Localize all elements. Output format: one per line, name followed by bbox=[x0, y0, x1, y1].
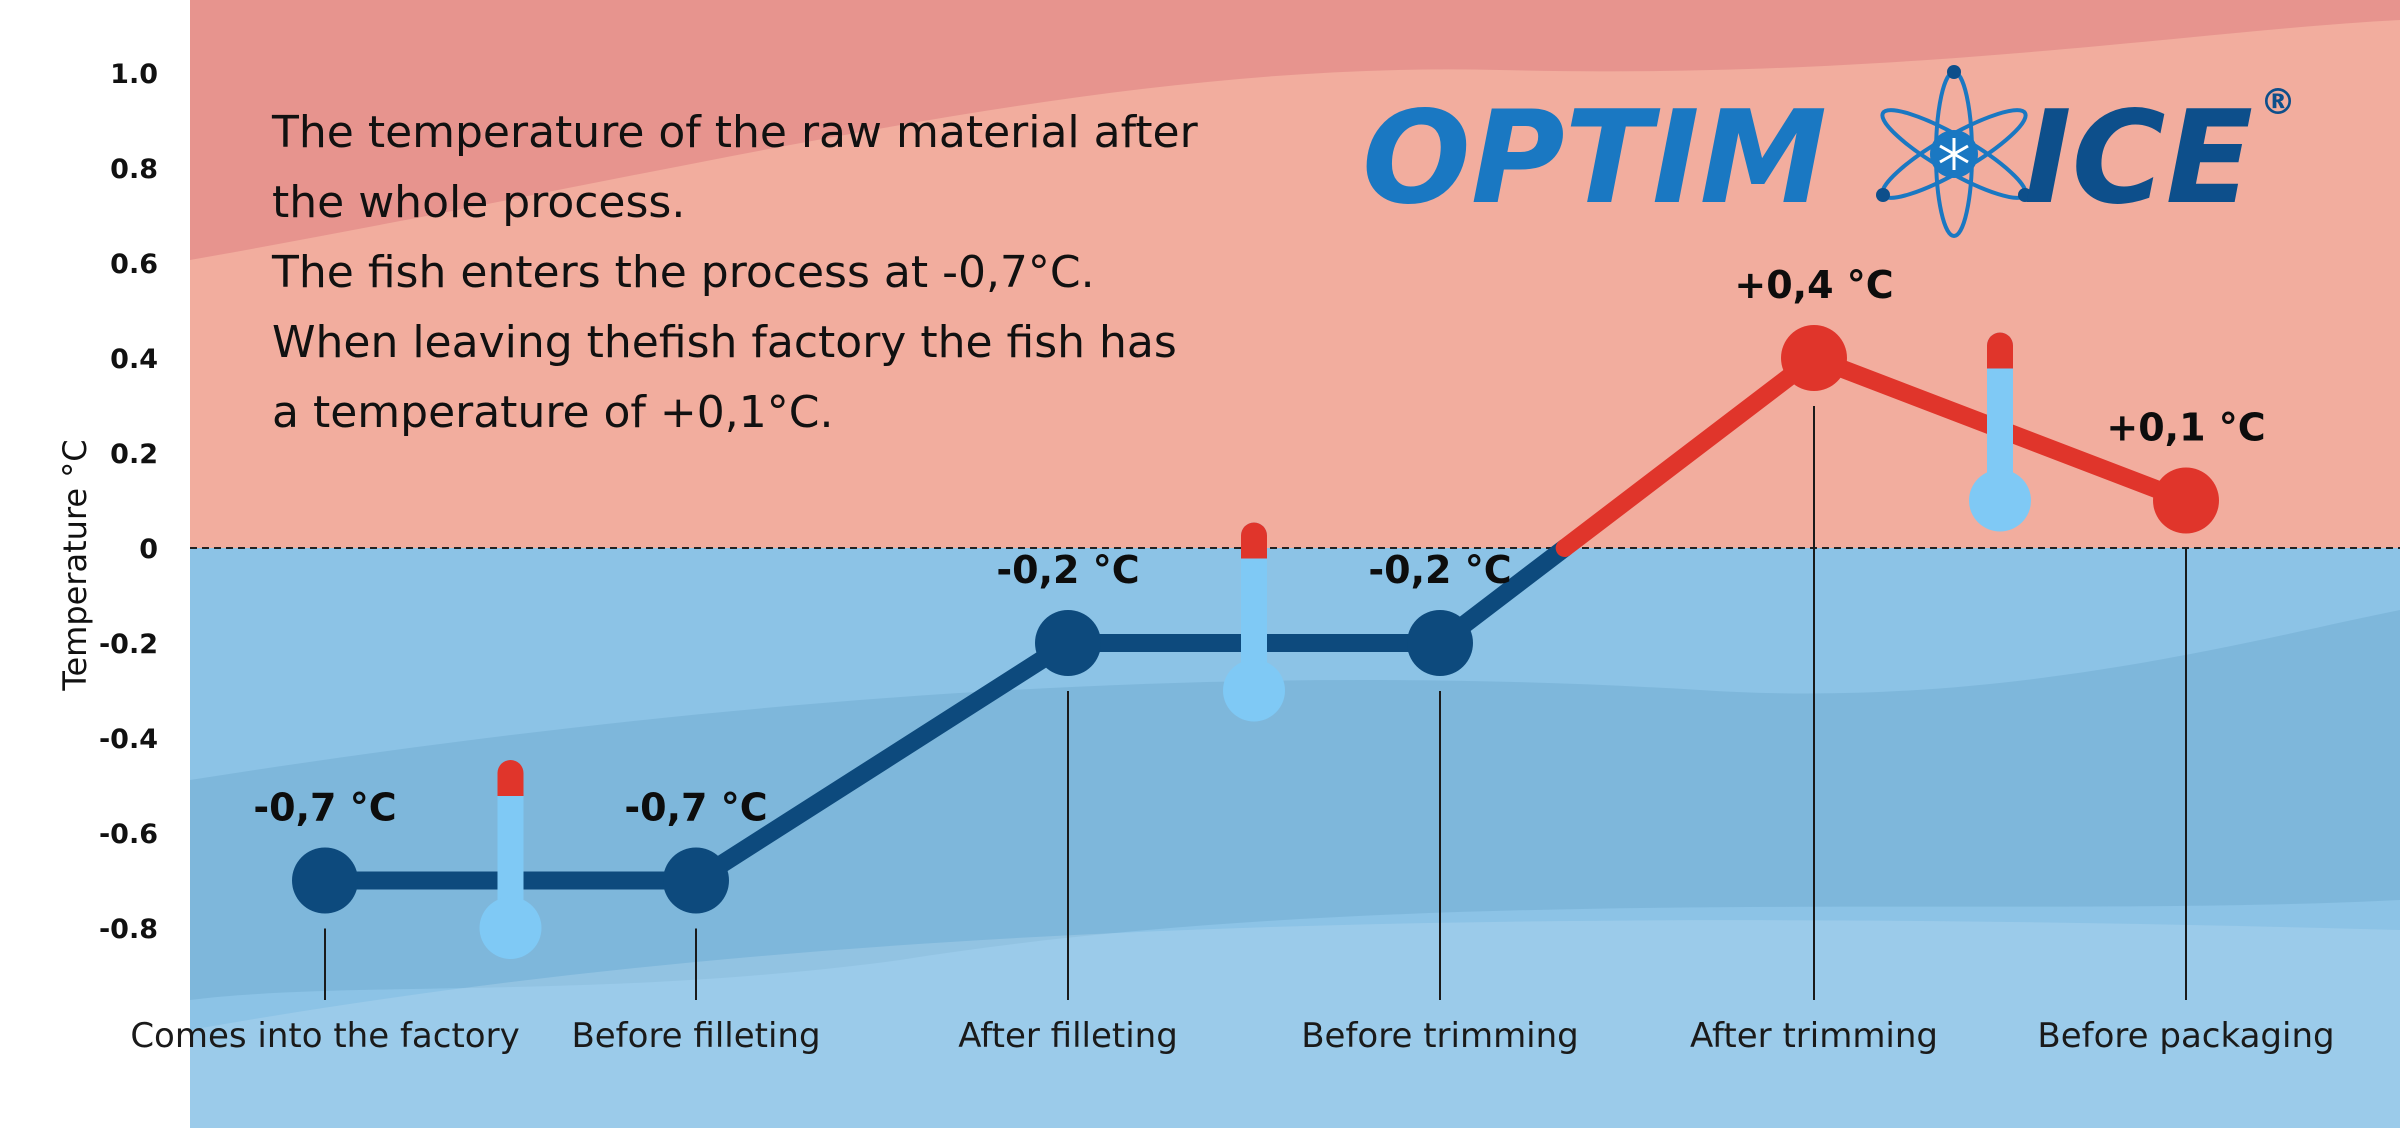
description-text: The temperature of the raw material afte… bbox=[272, 98, 1272, 448]
data-label: -0,7 °C bbox=[253, 786, 396, 830]
y-tick-label: 0.2 bbox=[110, 439, 158, 470]
description-line: The temperature of the raw material afte… bbox=[272, 107, 1198, 158]
description-line: a temperature of +0,1°C. bbox=[272, 387, 834, 438]
y-tick-label: -0.8 bbox=[99, 914, 158, 945]
logo-text-optim: OPTIM bbox=[1362, 84, 1827, 233]
y-tick-label: 0.8 bbox=[110, 154, 158, 185]
wave-shape bbox=[190, 610, 2400, 1000]
registered-mark: ® bbox=[2260, 82, 2294, 123]
x-category-label: Comes into the factory bbox=[130, 1016, 519, 1056]
data-point bbox=[2153, 467, 2219, 534]
thermometer-icon bbox=[479, 760, 542, 959]
y-tick-label: 1.0 bbox=[110, 59, 158, 90]
data-labels: -0,7 °C -0,7 °C -0,2 °C -0,2 °C +0,4 °C +0,1 … bbox=[253, 263, 2265, 830]
y-tick-label: 0 bbox=[139, 534, 158, 565]
data-point bbox=[1407, 610, 1473, 676]
drop-lines bbox=[324, 406, 2187, 1000]
series-segment bbox=[1555, 349, 1823, 557]
x-axis: Comes into the factory Before filleting Af… bbox=[130, 1016, 2334, 1056]
y-axis: 1.0 0.8 0.6 0.4 0.2 0 -0.2 -0.4 -0.6 -0.8 bbox=[99, 59, 158, 945]
y-tick-label: 0.6 bbox=[110, 249, 158, 280]
description-line: When leaving thefish factory the fish ha… bbox=[272, 317, 1177, 368]
thermometer-tip bbox=[1987, 352, 2013, 369]
thermometer-icon bbox=[1223, 522, 1285, 722]
data-point bbox=[292, 847, 358, 914]
data-points bbox=[292, 325, 2219, 914]
data-label: +0,1 °C bbox=[2106, 406, 2265, 450]
x-category-label: Before trimming bbox=[1301, 1016, 1579, 1056]
left-strip bbox=[0, 0, 190, 1128]
x-category-label: After filleting bbox=[958, 1016, 1178, 1056]
description-line: The fish enters the process at -0,7°C. bbox=[272, 247, 1095, 298]
description-line: the whole process. bbox=[272, 177, 686, 228]
data-point bbox=[1035, 610, 1101, 676]
thermometers bbox=[479, 332, 2031, 959]
data-label: -0,2 °C bbox=[996, 548, 1139, 592]
x-category-label: Before packaging bbox=[2037, 1016, 2334, 1056]
thermometer-stem bbox=[497, 760, 524, 928]
data-label: -0,2 °C bbox=[1368, 548, 1511, 592]
thermometer-bulb bbox=[1969, 469, 2031, 532]
y-tick-label: -0.2 bbox=[99, 629, 158, 660]
data-point bbox=[663, 847, 729, 914]
thermometer-bulb bbox=[1223, 659, 1285, 722]
thermometer-bulb bbox=[479, 897, 542, 959]
thermometer-icon bbox=[1969, 332, 2031, 532]
y-tick-label: -0.6 bbox=[99, 819, 158, 850]
series-segment bbox=[687, 634, 1077, 890]
x-category-label: Before filleting bbox=[571, 1016, 820, 1056]
y-axis-label: Temperature °C bbox=[56, 439, 94, 691]
logo-text-ice: ICE bbox=[2024, 84, 2253, 233]
thermometer-tip bbox=[1241, 542, 1267, 559]
wave-shape bbox=[190, 0, 2400, 260]
y-tick-label: 0.4 bbox=[110, 344, 158, 375]
thermometer-stem bbox=[1241, 522, 1267, 691]
data-point bbox=[1781, 325, 1847, 391]
data-label: +0,4 °C bbox=[1734, 263, 1893, 307]
thermometer-stem bbox=[1987, 332, 2013, 501]
thermometer-tip bbox=[497, 780, 524, 796]
data-label: -0,7 °C bbox=[624, 786, 767, 830]
wave-shape bbox=[190, 920, 2400, 1128]
y-tick-label: -0.4 bbox=[99, 724, 158, 755]
optimice-logo: OPTIM ICE ® bbox=[1362, 65, 2294, 238]
atom-snowflake-icon bbox=[1876, 65, 2032, 238]
x-category-label: After trimming bbox=[1690, 1016, 1938, 1056]
